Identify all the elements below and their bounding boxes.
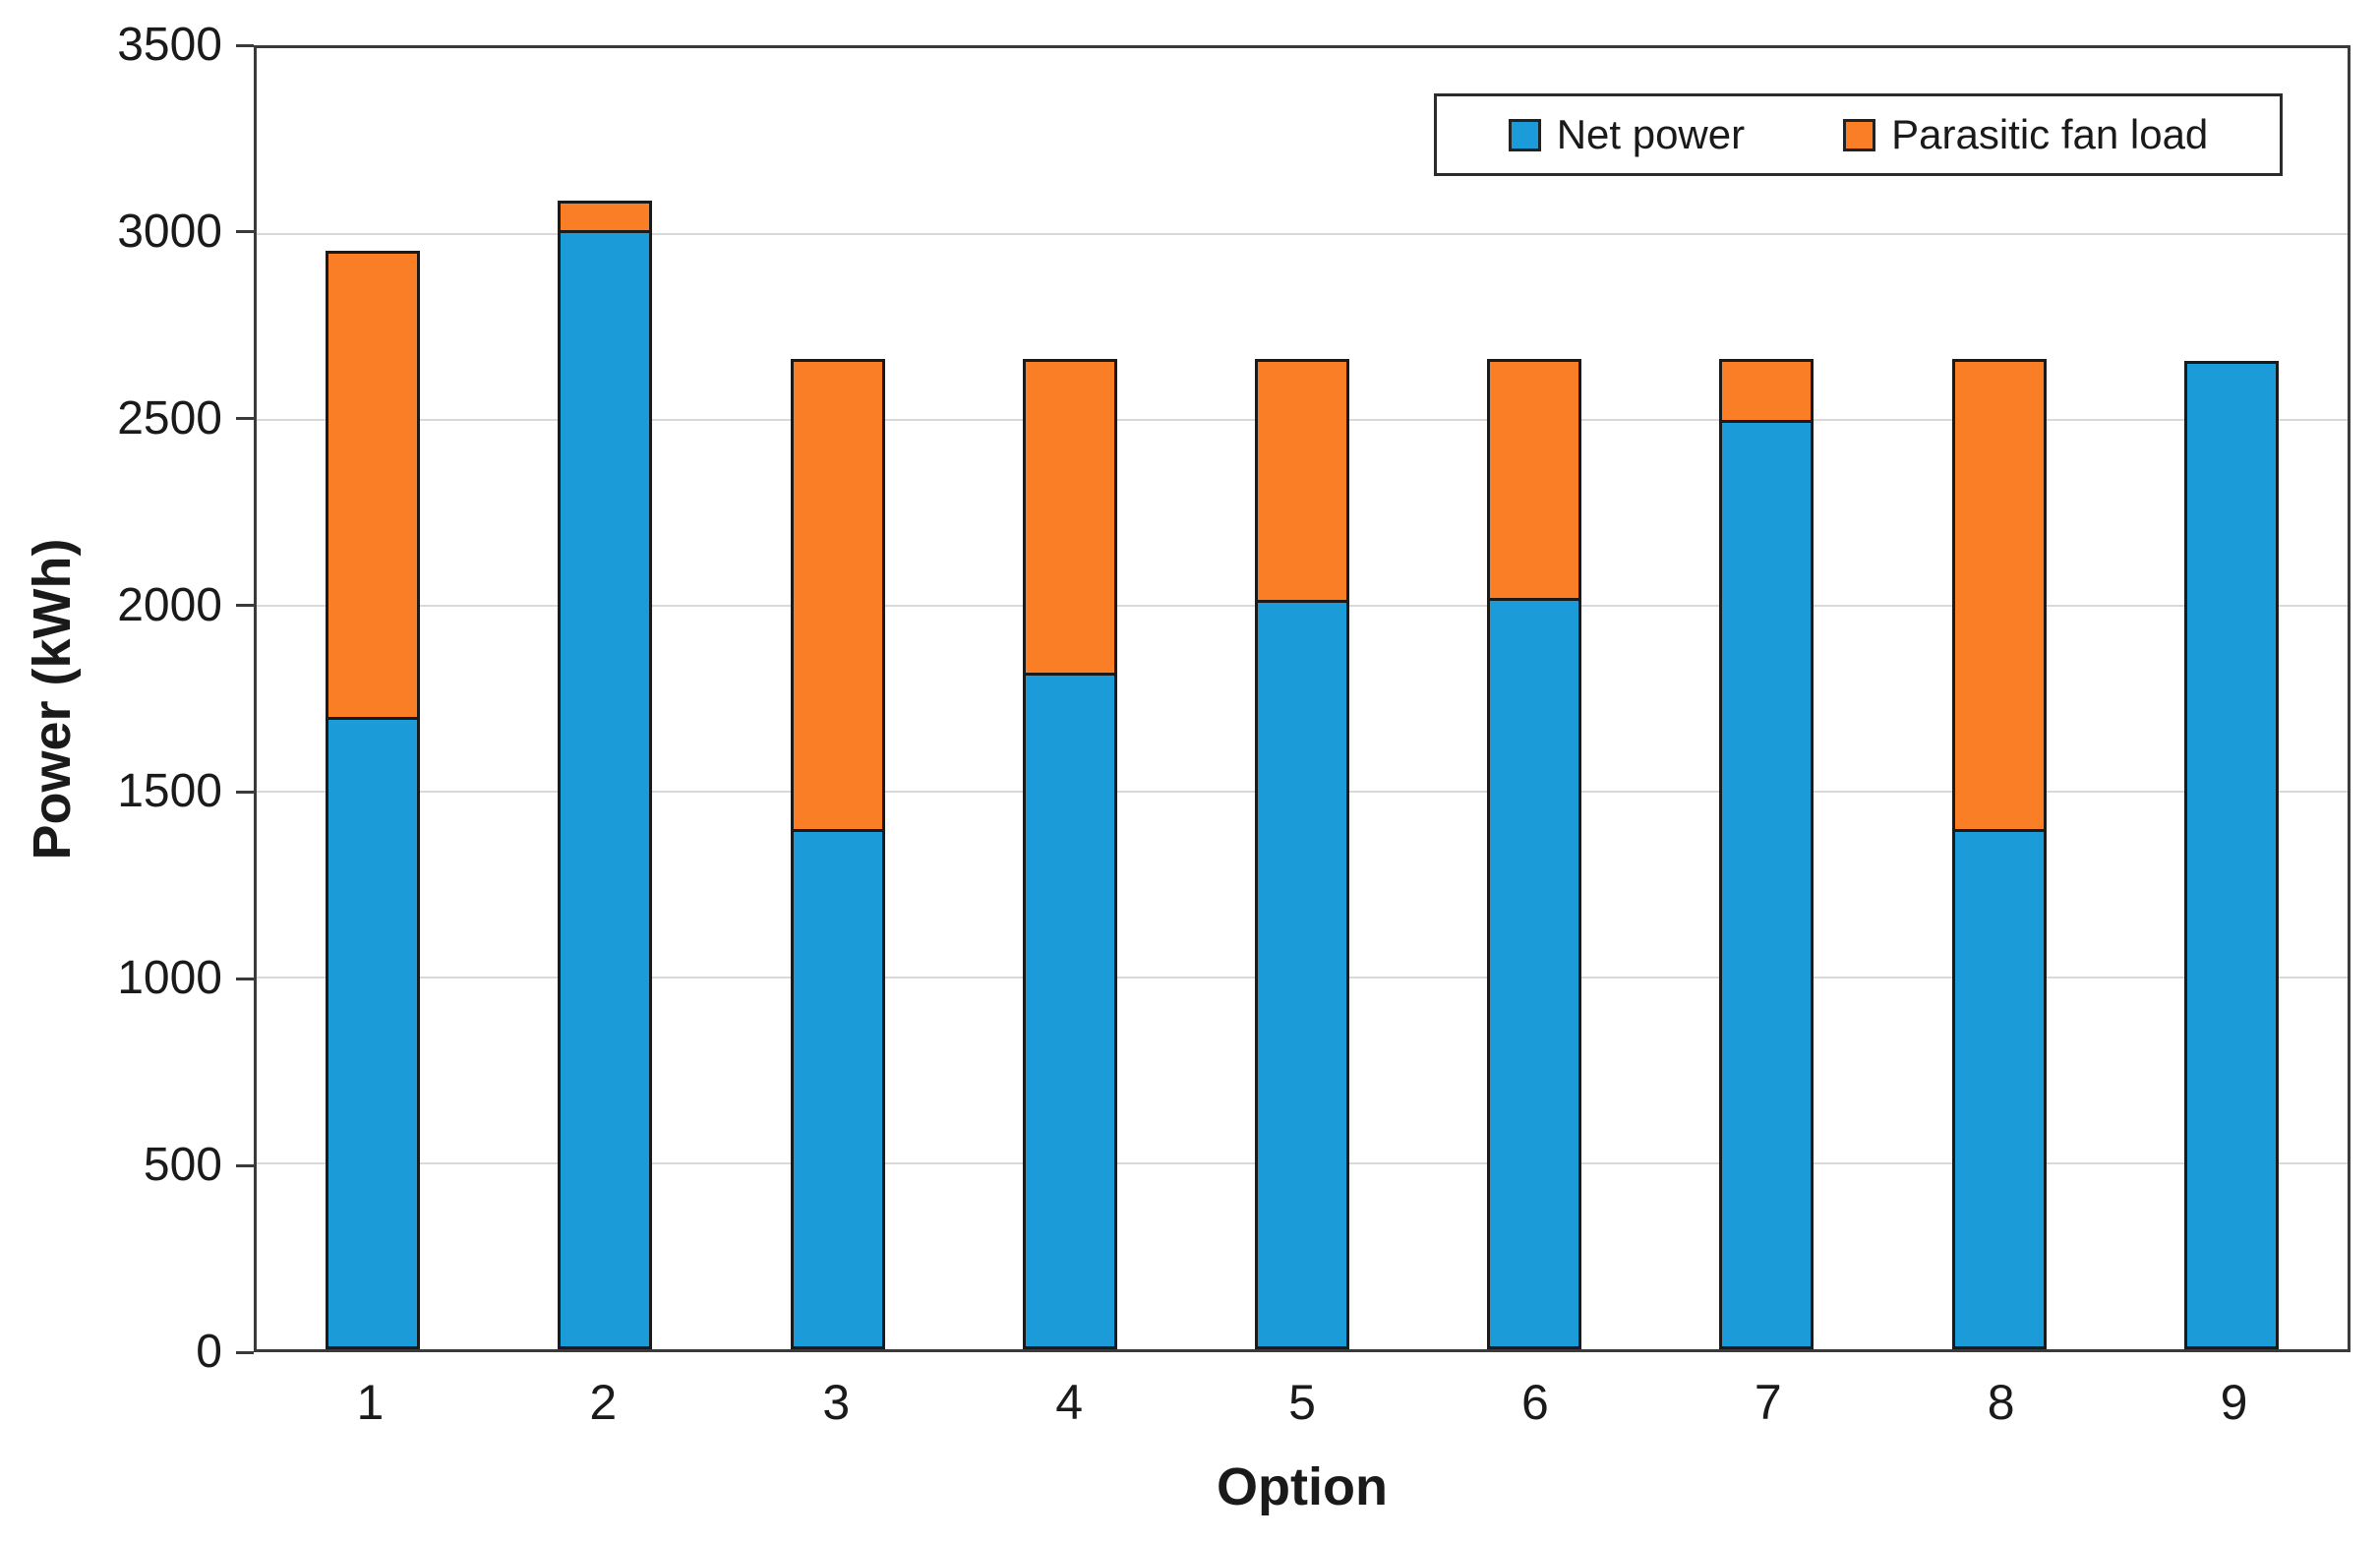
x-tick-label-2: 2 <box>589 1375 618 1430</box>
x-tick-label-9: 9 <box>2220 1375 2248 1430</box>
y-tick-mark-2500 <box>236 417 254 421</box>
stacked-bar-option-2 <box>558 48 653 1349</box>
y-tick-label-1000: 1000 <box>117 952 222 1005</box>
parasitic-fan-load-segment-option-8 <box>1951 358 2047 829</box>
y-tick-label-3000: 3000 <box>117 205 222 258</box>
bar-slot-option-6 <box>1418 48 1650 1349</box>
parasitic-fan-load-segment-option-1 <box>326 251 421 718</box>
stacked-bar-option-8 <box>1951 48 2047 1349</box>
stacked-bar-option-3 <box>790 48 885 1349</box>
legend-label: Net power <box>1556 111 1746 157</box>
parasitic-fan-load-segment-option-3 <box>790 358 885 829</box>
bars-container <box>257 48 2348 1349</box>
parasitic-fan-load-segment-option-5 <box>1254 358 1349 601</box>
gridline-3000 <box>257 232 2348 235</box>
net-power-segment-option-5 <box>1254 600 1349 1349</box>
y-tick-label-500: 500 <box>143 1139 222 1192</box>
y-tick-mark-0 <box>236 1350 254 1354</box>
x-tick-label-1: 1 <box>356 1375 385 1430</box>
bar-slot-option-9 <box>2115 48 2348 1349</box>
y-tick-label-0: 0 <box>196 1326 222 1378</box>
stacked-bar-option-7 <box>1719 48 1815 1349</box>
legend: Net power Parasitic fan load <box>1434 93 2283 176</box>
bar-slot-option-2 <box>489 48 721 1349</box>
parasitic-fan-load-segment-option-6 <box>1487 358 1582 599</box>
y-tick-mark-1500 <box>236 790 254 794</box>
x-tick-label-8: 8 <box>1987 1375 2015 1430</box>
bar-slot-option-8 <box>1883 48 2115 1349</box>
y-tick-label-2000: 2000 <box>117 578 222 631</box>
net-power-segment-option-4 <box>1022 673 1117 1349</box>
net-power-segment-option-2 <box>558 230 653 1349</box>
stacked-bar-option-6 <box>1487 48 1582 1349</box>
net-power-segment-option-8 <box>1951 828 2047 1349</box>
stacked-bar-option-9 <box>2183 48 2279 1349</box>
net-power-segment-option-7 <box>1719 420 1815 1349</box>
bar-slot-option-4 <box>954 48 1186 1349</box>
x-tick-label-6: 6 <box>1520 1375 1549 1430</box>
y-axis-tick-labels: 0 500 1000 1500 2000 2500 3000 3500 <box>0 22 222 1376</box>
plot-area <box>254 45 2350 1352</box>
y-tick-label-3500: 3500 <box>117 19 222 71</box>
net-power-segment-option-6 <box>1487 598 1582 1349</box>
y-tick-mark-3000 <box>236 230 254 234</box>
parasitic-fan-load-segment-option-7 <box>1719 358 1815 420</box>
y-tick-mark-2000 <box>236 604 254 608</box>
legend-item-parasitic-fan-load: Parasitic fan load <box>1843 112 2208 157</box>
bar-slot-option-5 <box>1186 48 1418 1349</box>
net-power-segment-option-9 <box>2183 360 2279 1349</box>
bar-slot-option-3 <box>721 48 953 1349</box>
bar-slot-option-1 <box>257 48 489 1349</box>
y-tick-mark-3500 <box>236 43 254 47</box>
y-tick-mark-1000 <box>236 977 254 980</box>
net-power-segment-option-1 <box>326 717 421 1349</box>
parasitic-fan-load-swatch-icon <box>1843 118 1876 151</box>
stacked-bar-option-4 <box>1022 48 1117 1349</box>
parasitic-fan-load-segment-option-2 <box>558 201 653 231</box>
legend-item-net-power: Net power <box>1508 111 1746 157</box>
y-tick-label-2500: 2500 <box>117 391 222 445</box>
y-tick-label-1500: 1500 <box>117 765 222 818</box>
x-tick-label-5: 5 <box>1288 1375 1316 1430</box>
bar-slot-option-7 <box>1650 48 1882 1349</box>
parasitic-fan-load-segment-option-4 <box>1022 358 1117 674</box>
x-tick-label-7: 7 <box>1754 1375 1782 1430</box>
y-tick-mark-500 <box>236 1163 254 1167</box>
net-power-segment-option-3 <box>790 828 885 1349</box>
net-power-swatch-icon <box>1508 118 1541 151</box>
x-tick-label-4: 4 <box>1055 1375 1084 1430</box>
stacked-bar-option-1 <box>326 48 421 1349</box>
x-axis-title: Option <box>1217 1457 1388 1516</box>
x-axis-tick-labels: 1 2 3 4 5 6 7 8 9 <box>254 1375 2350 1430</box>
stacked-bar-option-5 <box>1254 48 1349 1349</box>
x-tick-label-3: 3 <box>822 1375 851 1430</box>
legend-label: Parasitic fan load <box>1891 111 2209 157</box>
